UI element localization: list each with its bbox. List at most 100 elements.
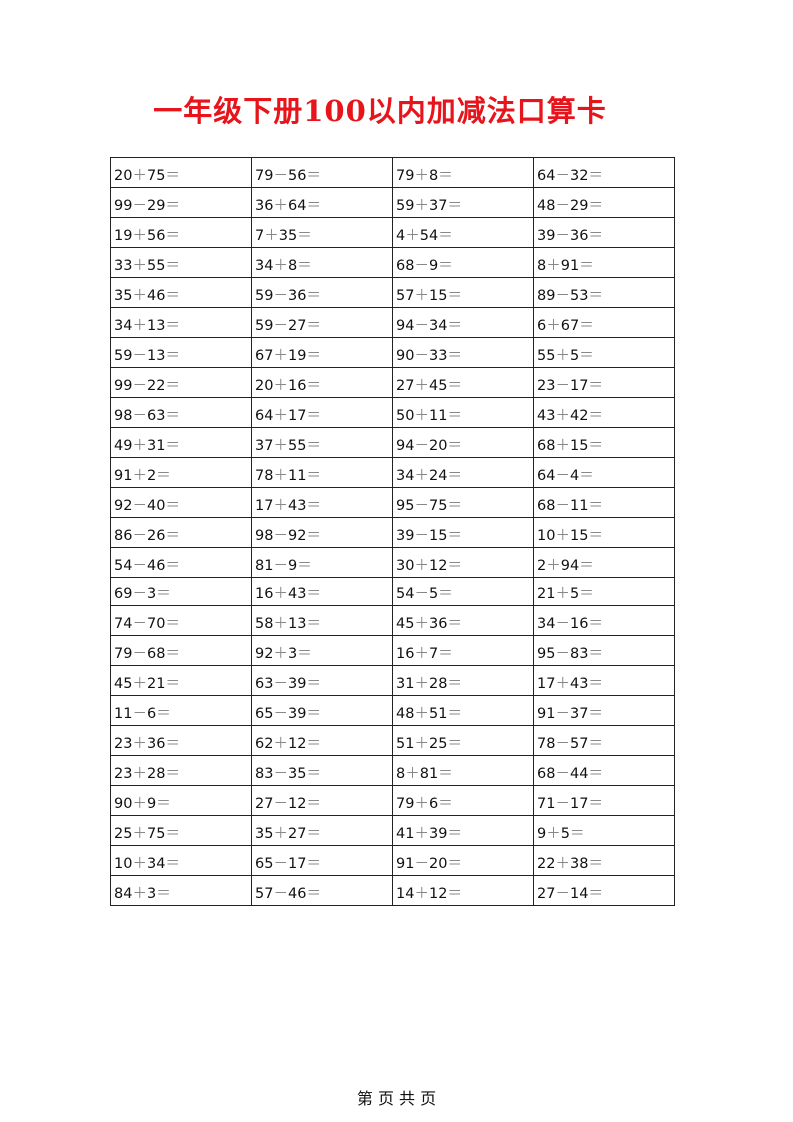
problem-cell: 90－33＝ (392, 337, 534, 368)
operator: ＋ (132, 228, 147, 244)
operator: ＝ (447, 408, 462, 424)
problem-cell: 21＋5＝ (533, 577, 675, 606)
operator: ＋ (414, 198, 429, 214)
arithmetic-table: 20＋75＝ 79－56＝ 79＋8＝ 64－32＝ 99－29＝ 36＋64＝ 59＋37… (110, 157, 675, 906)
table-row: 19＋56＝ 7＋35＝ 4＋54＝ 39－36＝ (110, 217, 675, 248)
operator: － (555, 468, 570, 484)
operator: ＋ (555, 438, 570, 454)
problem-cell: 39－36＝ (533, 217, 675, 248)
problem-cell: 79－56＝ (251, 157, 393, 188)
operator: ＝ (588, 736, 603, 752)
table-row: 91＋2＝ 78＋11＝ 34＋24＝ 64－4＝ (110, 457, 675, 488)
operator: ＝ (447, 198, 462, 214)
operator: ＝ (588, 706, 603, 722)
operator: ＝ (588, 288, 603, 304)
problem-cell: 86－26＝ (110, 517, 252, 548)
operator: ＝ (306, 288, 321, 304)
operator: ＝ (588, 616, 603, 632)
operator: ＝ (156, 796, 171, 812)
operator: ＋ (132, 856, 147, 872)
operator: ＝ (156, 886, 171, 902)
operator: － (555, 766, 570, 782)
operator: ＋ (273, 408, 288, 424)
operator: ＝ (306, 676, 321, 692)
problem-cell: 20＋16＝ (251, 367, 393, 398)
operator: ＋ (405, 766, 420, 782)
operator: ＋ (555, 528, 570, 544)
operator: ＋ (273, 198, 288, 214)
operator: － (273, 288, 288, 304)
operator: － (414, 528, 429, 544)
operator: － (273, 796, 288, 812)
operator: － (555, 378, 570, 394)
operator: － (273, 766, 288, 782)
operator: ＋ (273, 826, 288, 842)
table-row: 74－70＝ 58＋13＝ 45＋36＝ 34－16＝ (110, 605, 675, 636)
problem-cell: 11－6＝ (110, 695, 252, 726)
operator: － (273, 318, 288, 334)
problem-cell: 37＋55＝ (251, 427, 393, 458)
operator: ＝ (438, 168, 453, 184)
operator: ＝ (306, 616, 321, 632)
operator: ＋ (132, 826, 147, 842)
operator: ＝ (588, 856, 603, 872)
problem-cell: 8＋91＝ (533, 247, 675, 278)
table-row: 92－40＝ 17＋43＝ 95－75＝ 68－11＝ (110, 487, 675, 518)
operator: － (414, 856, 429, 872)
operator: ＝ (297, 646, 312, 662)
operator: ＋ (273, 258, 288, 274)
problem-cell: 65－39＝ (251, 695, 393, 726)
problem-cell: 19＋56＝ (110, 217, 252, 248)
operator: ＝ (306, 318, 321, 334)
operator: ＝ (165, 408, 180, 424)
operator: ＋ (132, 736, 147, 752)
problem-cell: 74－70＝ (110, 605, 252, 636)
problem-cell: 34－16＝ (533, 605, 675, 636)
page-footer: 第 页 共 页 (356, 1089, 437, 1108)
operator: ＋ (132, 886, 147, 902)
operator: － (555, 736, 570, 752)
problem-cell: 65－17＝ (251, 845, 393, 876)
problem-cell: 33＋55＝ (110, 247, 252, 278)
operator: ＝ (165, 736, 180, 752)
table-row: 11－6＝ 65－39＝ 48＋51＝ 91－37＝ (110, 695, 675, 726)
operator: ＋ (414, 706, 429, 722)
operator: － (273, 168, 288, 184)
operator: ＋ (414, 168, 429, 184)
operator: ＋ (132, 288, 147, 304)
operator: ＝ (165, 378, 180, 394)
problem-cell: 23－17＝ (533, 367, 675, 398)
problem-cell: 63－39＝ (251, 665, 393, 696)
problem-cell: 45＋21＝ (110, 665, 252, 696)
operator: ＝ (447, 498, 462, 514)
operator: ＋ (273, 348, 288, 364)
operator: ＝ (297, 558, 312, 574)
operator: ＋ (273, 616, 288, 632)
operator: ＝ (165, 676, 180, 692)
operator: － (132, 586, 147, 602)
operator: ＝ (579, 558, 594, 574)
table-row: 54－46＝ 81－9＝ 30＋12＝ 2＋94＝ (110, 547, 675, 578)
operator: ＝ (447, 288, 462, 304)
operator: ＝ (588, 168, 603, 184)
operator: ＝ (588, 766, 603, 782)
problem-cell: 23＋28＝ (110, 755, 252, 786)
operator: ＝ (447, 348, 462, 364)
table-row: 20＋75＝ 79－56＝ 79＋8＝ 64－32＝ (110, 157, 675, 188)
table-row: 10＋34＝ 65－17＝ 91－20＝ 22＋38＝ (110, 845, 675, 876)
problem-cell: 91＋2＝ (110, 457, 252, 488)
operator: ＋ (273, 468, 288, 484)
operator: － (555, 498, 570, 514)
operator: ＋ (555, 676, 570, 692)
operator: ＋ (132, 468, 147, 484)
operator: ＋ (414, 676, 429, 692)
operator: ＝ (306, 468, 321, 484)
problem-cell: 59＋37＝ (392, 187, 534, 218)
operator: ＝ (438, 586, 453, 602)
operator: ＝ (306, 886, 321, 902)
table-row: 84＋3＝ 57－46＝ 14＋12＝ 27－14＝ (110, 875, 675, 906)
problem-cell: 57＋15＝ (392, 277, 534, 308)
operator: － (273, 886, 288, 902)
operator: ＝ (165, 558, 180, 574)
operator: ＝ (306, 378, 321, 394)
